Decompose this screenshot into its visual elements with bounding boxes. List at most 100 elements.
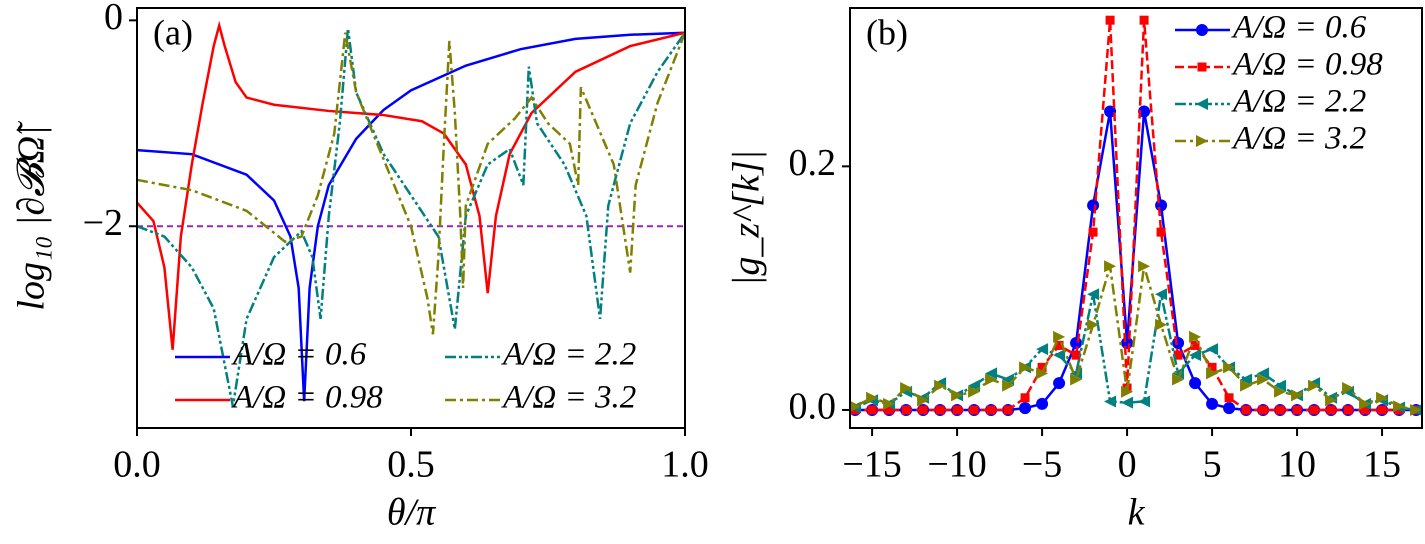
- marker: [1274, 385, 1287, 398]
- y-tick-label: 0.2: [789, 142, 837, 184]
- x-tick-label: −5: [1022, 444, 1062, 486]
- marker: [1197, 62, 1207, 72]
- y-axis-label: log₁₀ |∂𝓑Ω̃|: [11, 120, 53, 311]
- marker: [1172, 367, 1185, 380]
- x-axis-label: k: [1128, 492, 1146, 534]
- y-tick-label: −2: [83, 202, 123, 244]
- marker: [1359, 397, 1372, 410]
- marker: [867, 405, 877, 415]
- marker: [935, 405, 945, 415]
- marker: [1020, 393, 1030, 403]
- legend-label: A/Ω = 0.6: [1231, 10, 1367, 46]
- x-tick-label: 1.0: [661, 444, 709, 486]
- marker: [850, 400, 862, 412]
- y-tick-label: 0: [104, 0, 123, 38]
- marker: [900, 382, 913, 395]
- marker: [1053, 377, 1066, 390]
- x-tick-label: −15: [842, 444, 901, 486]
- marker: [1309, 405, 1319, 415]
- marker: [1257, 367, 1270, 380]
- plot-area: [850, 15, 1422, 416]
- marker: [1223, 361, 1236, 374]
- marker: [1070, 373, 1083, 386]
- x-tick-label: 0: [1118, 444, 1137, 486]
- marker: [952, 405, 962, 415]
- panel-label: (a): [153, 12, 193, 52]
- marker: [883, 397, 896, 410]
- marker: [1139, 15, 1149, 25]
- marker: [1087, 199, 1100, 212]
- marker: [1155, 288, 1168, 301]
- marker: [934, 379, 947, 392]
- marker: [1037, 362, 1047, 372]
- series-line: [137, 28, 685, 407]
- marker: [1257, 373, 1270, 386]
- marker: [1377, 405, 1387, 415]
- marker: [1003, 405, 1013, 415]
- marker: [1071, 350, 1081, 360]
- marker: [901, 405, 911, 415]
- marker: [1104, 105, 1117, 118]
- marker: [1241, 405, 1251, 415]
- x-tick-label: 5: [1203, 444, 1222, 486]
- marker: [1104, 260, 1117, 273]
- marker: [1087, 318, 1100, 331]
- legend-label: A/Ω = 3.2: [1231, 121, 1366, 157]
- marker: [985, 373, 998, 386]
- marker: [1104, 395, 1117, 408]
- marker: [1036, 367, 1049, 380]
- marker: [866, 391, 879, 404]
- marker: [1087, 288, 1100, 301]
- legend-label: A/Ω = 2.2: [1231, 84, 1366, 120]
- marker: [1019, 402, 1032, 415]
- marker: [917, 394, 930, 407]
- marker: [1206, 367, 1219, 380]
- marker: [951, 389, 964, 402]
- marker: [1342, 382, 1355, 395]
- legend-label: A/Ω = 2.2: [501, 337, 636, 373]
- marker: [1325, 394, 1338, 407]
- marker: [1292, 405, 1302, 415]
- series-line: [137, 31, 685, 402]
- legend-label: A/Ω = 0.6: [231, 337, 367, 373]
- marker: [1343, 405, 1353, 415]
- marker: [1138, 395, 1151, 408]
- plot-frame: [136, 7, 686, 429]
- marker: [884, 405, 894, 415]
- marker: [1053, 349, 1066, 362]
- marker: [968, 385, 981, 398]
- x-tick-label: −10: [927, 444, 986, 486]
- plot-area: [137, 20, 685, 407]
- marker: [1036, 343, 1049, 356]
- marker: [1240, 379, 1253, 392]
- marker: [1206, 343, 1219, 356]
- marker: [1240, 373, 1253, 386]
- panel-label: (b): [866, 12, 908, 52]
- marker: [985, 367, 998, 380]
- marker: [1190, 340, 1200, 350]
- marker: [1173, 350, 1183, 360]
- series-line: [137, 32, 685, 335]
- marker: [1105, 15, 1115, 25]
- marker: [1121, 396, 1134, 409]
- x-tick-label: 10: [1278, 444, 1316, 486]
- series-line: [137, 20, 685, 350]
- marker: [1138, 105, 1151, 118]
- marker: [1393, 400, 1406, 413]
- marker: [1196, 135, 1208, 147]
- legend-label: A/Ω = 0.98: [231, 380, 383, 416]
- marker: [1360, 405, 1370, 415]
- marker: [1088, 227, 1098, 237]
- marker: [1053, 330, 1066, 343]
- marker: [1326, 405, 1336, 415]
- marker: [1189, 349, 1202, 362]
- marker: [1274, 379, 1287, 392]
- marker: [1207, 362, 1217, 372]
- x-axis-label: θ/π: [387, 492, 436, 534]
- legend-label: A/Ω = 0.98: [1231, 47, 1383, 83]
- y-tick-label: 0.0: [789, 386, 837, 428]
- marker: [1121, 336, 1134, 349]
- marker: [1258, 405, 1268, 415]
- x-tick-label: 0.5: [387, 444, 435, 486]
